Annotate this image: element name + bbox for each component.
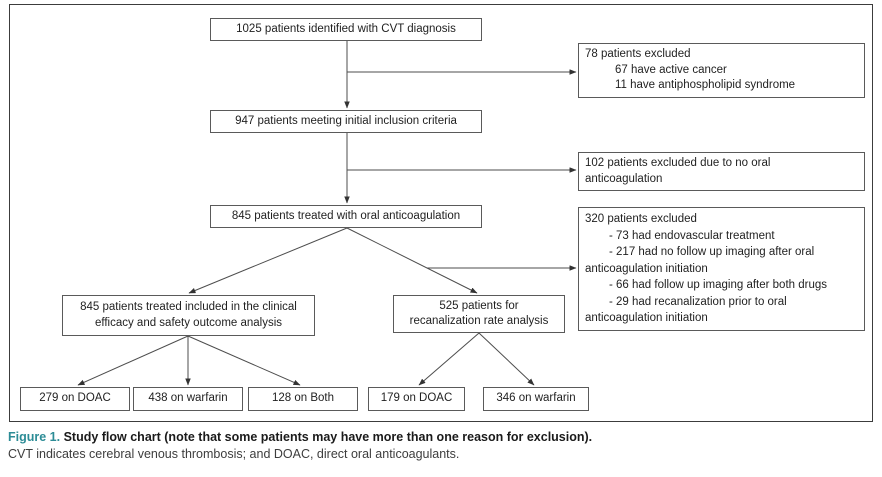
warfarin-438-label: 438 on warfarin bbox=[148, 392, 228, 405]
excluded-102-line: 102 patients excluded due to no oral bbox=[585, 157, 771, 169]
node-patients-identified: 1025 patients identified with CVT diagno… bbox=[210, 18, 482, 41]
excluded-320-line: anticoagulation initiation bbox=[585, 312, 708, 325]
excluded-320-line: - 73 had endovascular treatment bbox=[609, 229, 775, 242]
doac-179-label: 179 on DOAC bbox=[380, 392, 453, 405]
excluded-320-line: - 29 had recanalization prior to oral bbox=[609, 295, 787, 308]
excluded-78-line: 78 patients excluded bbox=[585, 48, 691, 61]
figure-caption: Figure 1. Study flow chart (note that so… bbox=[8, 429, 876, 462]
excluded-320-line: - 66 had follow up imaging after both dr… bbox=[609, 279, 827, 292]
node-treated-oral-anticoagulation-label: 845 patients treated with oral anticoagu… bbox=[231, 209, 461, 222]
node-warfarin-438: 438 on warfarin bbox=[133, 387, 243, 411]
node-patients-identified-label: 1025 patients identified with CVT diagno… bbox=[236, 22, 456, 35]
node-inclusion-criteria-label: 947 patients meeting initial inclusion c… bbox=[235, 114, 457, 127]
excluded-320-line: anticoagulation initiation bbox=[585, 262, 708, 275]
clinical-analysis-line: efficacy and safety outcome analysis bbox=[94, 316, 283, 329]
excluded-320-line: 320 patients excluded bbox=[585, 212, 697, 225]
doac-279-label: 279 on DOAC bbox=[39, 392, 111, 405]
warfarin-346-label: 346 on warfarin bbox=[496, 392, 576, 405]
node-excluded-320: 320 patients excluded - 73 had endovascu… bbox=[578, 207, 865, 331]
excluded-78-line: 67 have active cancer bbox=[615, 63, 727, 76]
both-128-label: 128 on Both bbox=[271, 392, 335, 405]
recanalization-line: recanalization rate analysis bbox=[409, 315, 549, 327]
figure-caption-title-text: Study flow chart (note that some patient… bbox=[60, 430, 593, 444]
clinical-analysis-line: 845 patients treated included in the cli… bbox=[80, 301, 297, 313]
node-both-128: 128 on Both bbox=[248, 387, 358, 411]
node-doac-279: 279 on DOAC bbox=[20, 387, 130, 411]
figure-number-label: Figure 1. bbox=[8, 430, 61, 444]
node-excluded-102: 102 patients excluded due to no oral ant… bbox=[578, 152, 865, 191]
node-inclusion-criteria: 947 patients meeting initial inclusion c… bbox=[210, 110, 482, 133]
node-excluded-78: 78 patients excluded 67 have active canc… bbox=[578, 43, 865, 98]
excluded-102-line: anticoagulation bbox=[585, 172, 663, 185]
recanalization-line: 525 patients for bbox=[439, 299, 519, 312]
node-doac-179: 179 on DOAC bbox=[368, 387, 465, 411]
excluded-78-line: 11 have antiphospholipid syndrome bbox=[615, 79, 796, 92]
figure-caption-title: Figure 1. Study flow chart (note that so… bbox=[8, 429, 876, 445]
excluded-320-line: - 217 had no follow up imaging after ora… bbox=[609, 246, 815, 259]
node-treated-oral-anticoagulation: 845 patients treated with oral anticoagu… bbox=[210, 205, 482, 228]
node-warfarin-346: 346 on warfarin bbox=[483, 387, 589, 411]
figure-caption-note: CVT indicates cerebral venous thrombosis… bbox=[8, 447, 460, 461]
node-recanalization-analysis: 525 patients for recanalization rate ana… bbox=[393, 295, 565, 333]
node-clinical-outcome-analysis: 845 patients treated included in the cli… bbox=[62, 295, 315, 336]
